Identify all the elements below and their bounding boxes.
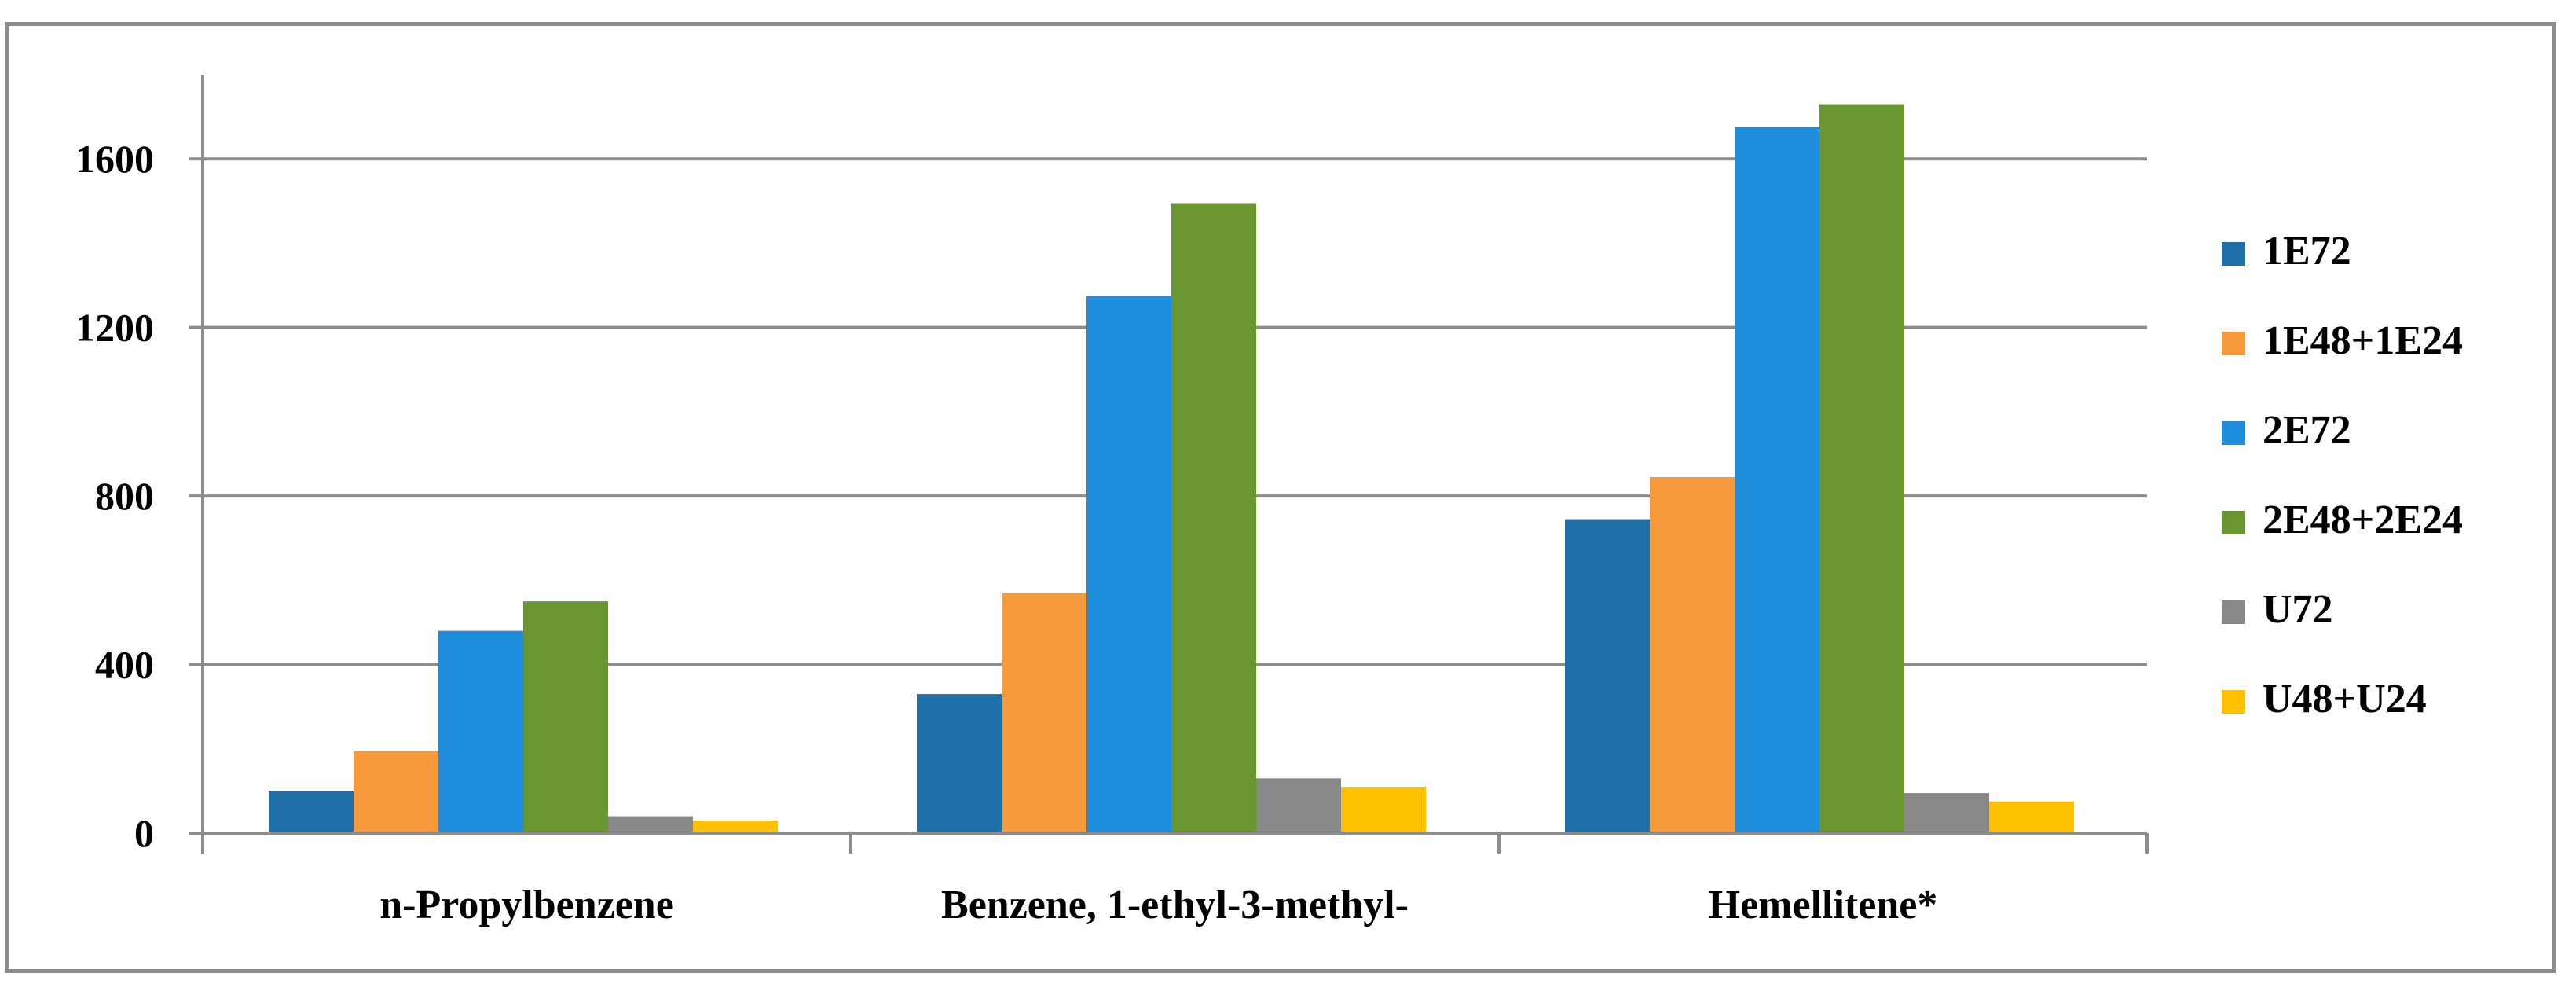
bar-1E72-1 bbox=[269, 791, 354, 833]
legend-swatch bbox=[2222, 421, 2245, 445]
bars bbox=[269, 104, 2074, 833]
bar-2E48+2E24-3 bbox=[1819, 104, 1904, 833]
bar-U48+U24-1 bbox=[693, 820, 778, 833]
legend-label: U48+U24 bbox=[2263, 677, 2427, 721]
bar-1E48+1E24-2 bbox=[1002, 593, 1086, 833]
legend-label: 2E72 bbox=[2263, 408, 2351, 453]
y-tick-label: 1200 bbox=[75, 306, 154, 350]
bar-2E72-2 bbox=[1086, 296, 1171, 833]
y-tick-label: 800 bbox=[95, 474, 154, 518]
bar-1E72-2 bbox=[917, 694, 1002, 833]
y-tick-label: 1600 bbox=[75, 137, 154, 181]
axes: 0 400 800 1200 1600 n-Propylbenzene Benzene, 1… bbox=[75, 75, 2149, 927]
bar-U48+U24-2 bbox=[1341, 787, 1426, 833]
x-category-label: Hemellitene* bbox=[1709, 883, 1938, 927]
legend-swatch bbox=[2222, 690, 2245, 714]
bar-U72-3 bbox=[1904, 793, 1989, 833]
bar-1E48+1E24-3 bbox=[1650, 476, 1735, 833]
bar-2E48+2E24-1 bbox=[523, 601, 608, 833]
bar-2E48+2E24-2 bbox=[1171, 203, 1256, 833]
legend-label: 1E72 bbox=[2263, 229, 2351, 274]
legend-label: U72 bbox=[2263, 587, 2333, 632]
x-category-label: Benzene, 1-ethyl-3-methyl- bbox=[941, 883, 1409, 927]
legend: 1E72 1E48+1E24 2E72 2E48+2E24 U72 U48+U24 bbox=[2222, 229, 2463, 721]
legend-swatch bbox=[2222, 600, 2245, 624]
bar-U48+U24-3 bbox=[1989, 801, 2074, 833]
x-category-label: n-Propylbenzene bbox=[379, 883, 674, 927]
legend-swatch bbox=[2222, 511, 2245, 534]
legend-label: 2E48+2E24 bbox=[2263, 498, 2463, 542]
y-tick-label: 400 bbox=[95, 643, 154, 687]
bar-U72-2 bbox=[1256, 778, 1341, 833]
y-tick-label: 0 bbox=[134, 811, 154, 855]
bar-U72-1 bbox=[608, 816, 693, 833]
bar-1E72-3 bbox=[1565, 519, 1650, 833]
bar-2E72-1 bbox=[438, 630, 523, 833]
legend-swatch bbox=[2222, 332, 2245, 355]
bar-1E48+1E24-1 bbox=[354, 751, 438, 833]
legend-swatch bbox=[2222, 242, 2245, 266]
bar-2E72-3 bbox=[1735, 127, 1819, 833]
legend-label: 1E48+1E24 bbox=[2263, 318, 2463, 363]
